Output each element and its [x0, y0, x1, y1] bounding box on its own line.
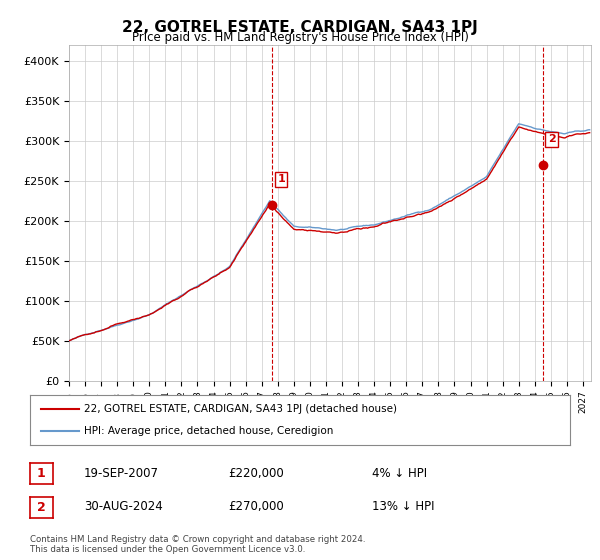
Text: 19-SEP-2007: 19-SEP-2007: [84, 466, 159, 480]
Text: 1: 1: [37, 467, 46, 480]
Text: 4% ↓ HPI: 4% ↓ HPI: [372, 466, 427, 480]
Text: 30-AUG-2024: 30-AUG-2024: [84, 500, 163, 514]
Text: HPI: Average price, detached house, Ceredigion: HPI: Average price, detached house, Cere…: [84, 426, 334, 436]
Text: £220,000: £220,000: [228, 466, 284, 480]
Text: Price paid vs. HM Land Registry's House Price Index (HPI): Price paid vs. HM Land Registry's House …: [131, 31, 469, 44]
Text: Contains HM Land Registry data © Crown copyright and database right 2024.
This d: Contains HM Land Registry data © Crown c…: [30, 535, 365, 554]
Text: 2: 2: [548, 134, 556, 144]
Text: 22, GOTREL ESTATE, CARDIGAN, SA43 1PJ: 22, GOTREL ESTATE, CARDIGAN, SA43 1PJ: [122, 20, 478, 35]
Text: £270,000: £270,000: [228, 500, 284, 514]
Text: 1: 1: [277, 174, 285, 184]
Text: 13% ↓ HPI: 13% ↓ HPI: [372, 500, 434, 514]
Text: 2: 2: [37, 501, 46, 514]
Text: 22, GOTREL ESTATE, CARDIGAN, SA43 1PJ (detached house): 22, GOTREL ESTATE, CARDIGAN, SA43 1PJ (d…: [84, 404, 397, 414]
